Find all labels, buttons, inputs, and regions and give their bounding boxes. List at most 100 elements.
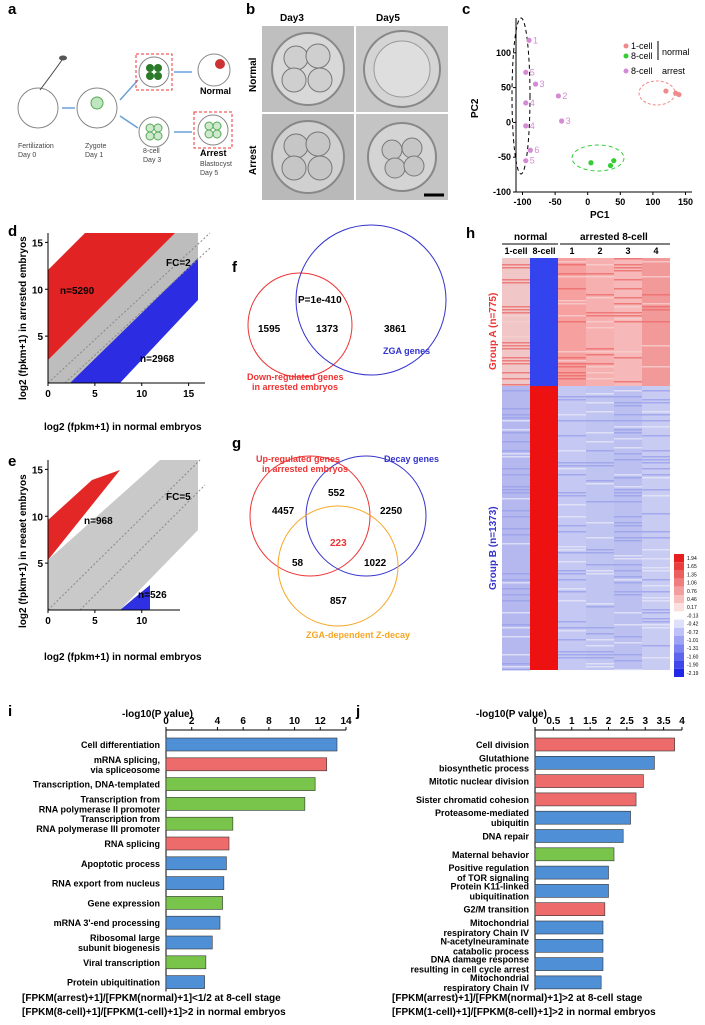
heat-stripe xyxy=(614,270,642,272)
legend-1cell: 1-cell xyxy=(631,41,653,51)
heat-stripe xyxy=(502,336,530,338)
scale-label: 1.94 xyxy=(687,556,697,562)
d-fc-line-2 xyxy=(64,247,211,384)
heat-stripe xyxy=(642,345,670,347)
heat-stripe xyxy=(502,264,530,266)
legend-marker-arrest xyxy=(623,68,629,74)
heat-stripe xyxy=(558,420,586,422)
heat-stripe xyxy=(558,492,586,494)
heat-stripe xyxy=(502,357,530,359)
c-point xyxy=(663,88,669,94)
i-title: -log10(P value) xyxy=(122,709,193,720)
bar-category-label: Protein K11-linked ubiquitination xyxy=(450,881,529,901)
heat-stripe xyxy=(586,273,614,275)
c-ytick-label: -50 xyxy=(498,152,511,162)
heat-stripe xyxy=(614,315,642,317)
heat-stripe xyxy=(502,414,530,416)
legend-8cell: 8-cell xyxy=(631,51,653,61)
heat-stripe xyxy=(642,411,670,413)
heat-stripe xyxy=(502,669,530,671)
heat-stripe xyxy=(558,549,586,551)
i-footer-1: [FPKM(arrest)+1]/[FPKM(normal)+1]<1/2 at… xyxy=(22,993,281,1004)
heat-stripe xyxy=(502,345,530,347)
heat-stripe xyxy=(502,348,530,350)
heat-stripe xyxy=(642,390,670,392)
heat-stripe xyxy=(642,450,670,452)
heat-stripe xyxy=(642,474,670,476)
xtick-label: 5 xyxy=(92,389,98,400)
c-point-label: 4 xyxy=(530,121,535,131)
scale-cell xyxy=(674,668,684,677)
bar xyxy=(534,755,655,770)
arrest-cluster-ellipse xyxy=(511,17,531,175)
heat-stripe xyxy=(558,357,586,359)
heat-stripe xyxy=(586,378,614,380)
heat-stripe xyxy=(558,573,586,575)
heat-stripe xyxy=(642,609,670,611)
heat-stripe xyxy=(558,435,586,437)
heat-stripe xyxy=(502,267,530,269)
heat-stripe xyxy=(614,288,642,290)
scale-label: 1.35 xyxy=(687,572,697,578)
i-footer-2: [FPKM(8-cell)+1]/[FPKM(1-cell)+1]>2 in n… xyxy=(22,1007,286,1018)
heat-stripe xyxy=(502,468,530,470)
heat-stripe xyxy=(558,462,586,464)
bar-tick-label: 4 xyxy=(679,716,685,727)
heat-stripe xyxy=(586,633,614,635)
heat-stripe xyxy=(502,594,530,596)
heat-stripe xyxy=(614,636,642,638)
heat-stripe xyxy=(642,399,670,401)
heat-stripe xyxy=(558,579,586,581)
heat-stripe xyxy=(558,591,586,593)
heat-stripe xyxy=(586,363,614,365)
c-xtick-label: 100 xyxy=(645,197,660,207)
heat-stripe xyxy=(502,432,530,434)
heat-stripe xyxy=(558,639,586,641)
heat-stripe xyxy=(614,390,642,392)
panel-label-a: a xyxy=(8,1,17,18)
heat-stripe xyxy=(614,438,642,440)
bar-tick-label: 10 xyxy=(289,716,301,727)
heat-stripe xyxy=(558,360,586,362)
heat-stripe xyxy=(614,525,642,527)
heat-stripe xyxy=(558,321,586,323)
bar xyxy=(534,737,675,752)
panel-j: j -log10(P value) 0 0.5 1 1.5 2 2.5 3 3.5 4 Cell… xyxy=(355,703,685,1018)
heat-stripe xyxy=(642,477,670,479)
heat-stripe xyxy=(586,276,614,278)
heat-stripe xyxy=(502,492,530,494)
heat-stripe xyxy=(502,363,530,365)
d-fc: FC=2 xyxy=(166,258,191,269)
panel-label-h: h xyxy=(466,225,475,242)
panel-g: g Up-regulated genes in arrested embryos … xyxy=(232,435,439,640)
heat-stripe xyxy=(586,522,614,524)
heat-stripe xyxy=(502,372,530,374)
scale-cell xyxy=(674,578,684,587)
heat-stripe xyxy=(586,654,614,656)
heat-stripe xyxy=(502,666,530,668)
c-ytick-label: 50 xyxy=(501,83,511,93)
heat-stripe xyxy=(642,435,670,437)
legend-normal: normal xyxy=(662,47,690,57)
bar xyxy=(165,876,225,890)
bar-category-label: Glutathione biosynthetic process xyxy=(439,753,529,773)
heat-stripe xyxy=(502,516,530,518)
bar-category-label: Apoptotic process xyxy=(81,859,160,869)
heat-stripe xyxy=(614,297,642,299)
heat-stripe xyxy=(642,531,670,533)
h-col-label: 8-cell xyxy=(532,246,555,256)
heat-stripe xyxy=(558,570,586,572)
c-point xyxy=(526,37,532,43)
scale-label: -1.31 xyxy=(687,646,699,652)
bar-tick-label: 0 xyxy=(163,716,169,727)
panel-label-c: c xyxy=(462,1,470,18)
bar xyxy=(165,915,221,930)
g-a-count: 4457 xyxy=(272,506,295,517)
heat-stripe xyxy=(558,654,586,656)
heat-stripe xyxy=(614,432,642,434)
heat-stripe xyxy=(614,396,642,398)
heat-stripe xyxy=(614,312,642,314)
stage-label-1: Zygote Day 1 xyxy=(85,143,107,159)
heat-stripe xyxy=(614,624,642,626)
row-normal: Normal xyxy=(248,57,259,92)
